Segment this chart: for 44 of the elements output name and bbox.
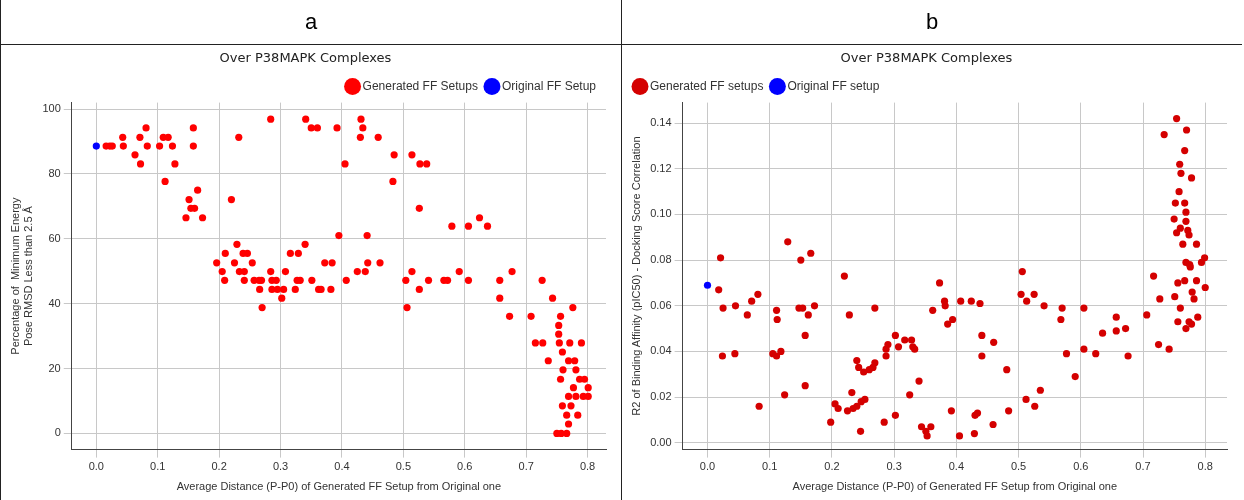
x-tick-label: 0.7 bbox=[518, 460, 534, 473]
y-tick-label: 100 bbox=[42, 102, 61, 115]
legend-label: Original FF Setup bbox=[501, 78, 597, 93]
x-tick-label: 0.7 bbox=[1135, 460, 1151, 473]
y-tick-label: 20 bbox=[48, 361, 61, 374]
x-tick-label: 0.1 bbox=[762, 460, 778, 473]
y-tick-label: 0.06 bbox=[650, 298, 672, 311]
x-tick-label: 0.2 bbox=[824, 460, 840, 473]
y-tick-label: 0.00 bbox=[650, 435, 672, 448]
x-tick-label: 0.8 bbox=[1197, 460, 1213, 473]
x-tick-label: 0.5 bbox=[395, 460, 411, 473]
y-tick-label: 0.10 bbox=[650, 207, 672, 220]
y-tick-label: 0.14 bbox=[650, 116, 672, 129]
x-tick-label: 0.5 bbox=[1010, 460, 1027, 473]
y-tick-label: 80 bbox=[48, 166, 61, 179]
x-tick-label: 0.3 bbox=[886, 460, 902, 473]
y-tick-label: 0 bbox=[54, 426, 61, 439]
x-tick-label: 0.6 bbox=[1073, 460, 1089, 473]
text: a bbox=[1, 0, 621, 45]
y-tick-label: 0.04 bbox=[650, 344, 672, 357]
y-axis-title: Percentage of Minimum Energy Pose RMSD Less than 2.5 Å bbox=[8, 197, 34, 355]
x-tick-label: 0.6 bbox=[457, 460, 473, 473]
legend-label: Generated FF Setups bbox=[362, 78, 478, 93]
text: b bbox=[622, 0, 1242, 45]
x-tick-label: 0.0 bbox=[88, 460, 104, 473]
chart-title: Over P38MAPK Complexes bbox=[840, 50, 1013, 66]
chart-title: Over P38MAPK Complexes bbox=[219, 50, 392, 66]
x-tick-label: 0.0 bbox=[699, 460, 716, 473]
x-axis-title: Average Distance (P-P0) of Generated FF Setup from Original one bbox=[792, 480, 1118, 493]
y-tick-label: 0.08 bbox=[650, 253, 672, 266]
y-tick-label: 0.12 bbox=[650, 161, 672, 174]
y-tick-label: 40 bbox=[48, 296, 61, 309]
x-axis-title: Average Distance (P-P0) of Generated FF Setup from Original one bbox=[176, 480, 502, 493]
y-tick-label: 0.02 bbox=[650, 390, 672, 403]
x-tick-label: 0.4 bbox=[948, 460, 965, 473]
x-tick-label: 0.2 bbox=[211, 460, 227, 473]
x-tick-label: 0.8 bbox=[579, 460, 596, 473]
legend-label: Generated FF setups bbox=[650, 78, 764, 93]
legend-label: Original FF setup bbox=[787, 78, 880, 93]
y-tick-label: 60 bbox=[48, 231, 61, 244]
x-tick-label: 0.1 bbox=[150, 460, 166, 473]
x-tick-label: 0.3 bbox=[272, 460, 289, 473]
y-axis-title: R2 of Binding Affinity (pIC50) - Docking Score Correlation bbox=[629, 136, 642, 416]
x-tick-label: 0.4 bbox=[334, 460, 350, 473]
